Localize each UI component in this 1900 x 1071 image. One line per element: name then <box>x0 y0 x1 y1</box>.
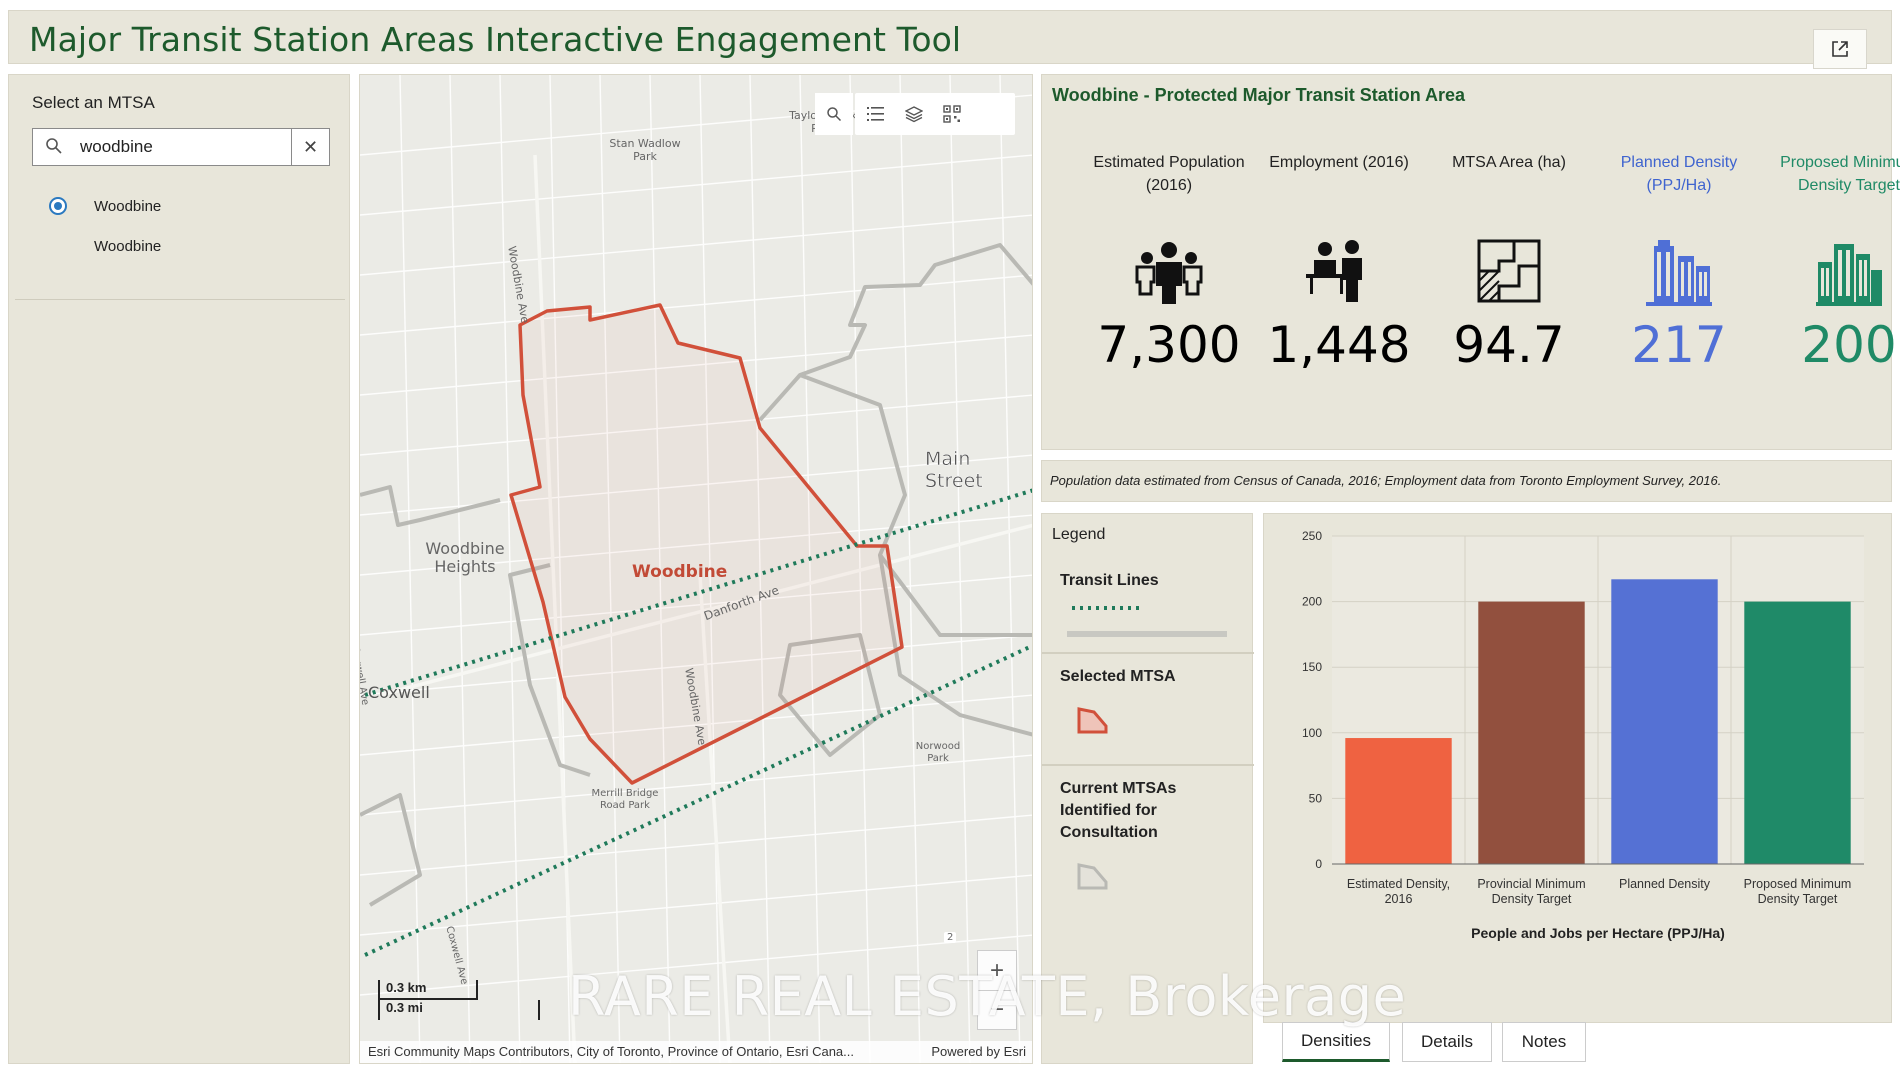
stat-employment: Employment (2016) 1,448 <box>1254 151 1424 374</box>
y-tick-label: 150 <box>1302 660 1322 674</box>
mtsa-summary-panel: Woodbine - Protected Major Transit Stati… <box>1041 74 1900 450</box>
stat-proposed-density-value: 200 <box>1801 316 1897 374</box>
transit-line-symbol <box>1067 606 1227 637</box>
stat-planned-density: Planned Density (PPJ/Ha) 217 <box>1594 151 1764 374</box>
legend-divider <box>1042 764 1254 766</box>
x-tick-label: Estimated Density, 2016 <box>1347 877 1450 906</box>
divider <box>15 299 345 300</box>
result-item-woodbine-2[interactable]: Woodbine <box>94 238 162 255</box>
map-label-merrill-bridge-road-park: Merrill Bridge Road Park <box>591 788 659 811</box>
qr-code-icon <box>943 105 961 123</box>
stat-area: MTSA Area (ha) 94.7 <box>1424 151 1594 374</box>
density-bar-chart: 0 50 100 150 200 250 Estimated Density, 2016 Pro… <box>1302 529 1864 941</box>
brokerage-watermark: RARE REAL ESTATE, Brokerage <box>568 965 1407 1028</box>
legend-panel: Legend Transit Lines Selected MTSA Curre… <box>1041 513 1254 1064</box>
y-tick-label: 50 <box>1309 791 1323 805</box>
y-tick-label: 250 <box>1302 529 1322 543</box>
search-icon <box>827 107 842 122</box>
data-source-note: Population data estimated from Census of… <box>1041 460 1892 502</box>
buildings-icon <box>1594 236 1764 316</box>
external-link-icon <box>1832 41 1848 57</box>
area-icon <box>1424 236 1594 316</box>
stat-employment-value: 1,448 <box>1267 316 1411 374</box>
map-attribution: Esri Community Maps Contributors, City o… <box>360 1041 1032 1063</box>
legend-divider <box>1042 652 1254 654</box>
stat-planned-density-label: Planned Density (PPJ/Ha) <box>1620 154 1738 194</box>
stat-planned-density-value: 217 <box>1631 316 1727 374</box>
map-label-coxwell-station: Coxwell <box>368 683 430 702</box>
density-chart-panel: 0 50 100 150 200 250 Estimated Density, 2016 Pro… <box>1263 513 1892 1023</box>
bar <box>1611 579 1718 864</box>
bar <box>1345 738 1452 864</box>
list-icon <box>867 107 884 121</box>
bar <box>1744 601 1851 864</box>
population-icon <box>1084 236 1254 316</box>
map-toolbar <box>815 93 1015 135</box>
bar <box>1478 601 1585 864</box>
stat-employment-label: Employment (2016) <box>1269 154 1409 171</box>
open-new-window-button[interactable] <box>1813 29 1867 69</box>
mtsa-search-input[interactable]: woodbine ✕ <box>32 128 330 166</box>
tab-details[interactable]: Details <box>1402 1022 1492 1062</box>
map-label-woodbine-selected: Woodbine <box>632 562 728 582</box>
mtsa-heading: Woodbine - Protected Major Transit Stati… <box>1052 85 1466 105</box>
stat-area-value: 94.7 <box>1453 316 1565 374</box>
stat-proposed-density: Proposed Minimum Density Target 200 <box>1764 151 1900 374</box>
stat-population: Estimated Population (2016) 7,300 <box>1084 151 1254 374</box>
stat-area-label: MTSA Area (ha) <box>1452 154 1566 171</box>
scale-mi: 0.3 mi <box>378 1000 540 1020</box>
map-search-button[interactable] <box>815 93 853 135</box>
header-bar: Major Transit Station Areas Interactive … <box>8 10 1892 69</box>
result-item-woodbine-1[interactable]: Woodbine <box>94 198 162 215</box>
y-tick-label: 200 <box>1302 595 1322 609</box>
zoom-out-button[interactable]: − <box>978 990 1016 1029</box>
legend-current-mtsas-label: Current MTSAs Identified for Consultatio… <box>1060 780 1177 841</box>
y-tick-label: 100 <box>1302 726 1322 740</box>
x-tick-label: Planned Density <box>1619 877 1711 891</box>
scale-bar: 0.3 km 0.3 mi <box>378 980 540 1020</box>
stat-proposed-density-label: Proposed Minimum Density Target <box>1780 154 1900 194</box>
tab-densities[interactable]: Densities <box>1282 1022 1390 1062</box>
map-label-main-street: Main Street <box>925 448 983 492</box>
route-shield: 2 <box>944 932 957 943</box>
map-qr-code-button[interactable] <box>933 93 971 135</box>
zoom-control: + − <box>977 950 1017 1030</box>
legend-transit-lines-label: Transit Lines <box>1060 572 1159 589</box>
legend-title: Legend <box>1052 526 1106 543</box>
map-view[interactable]: Taylor Creek Park Stan Wadlow Park Woodb… <box>359 74 1033 1064</box>
selected-mtsa-symbol <box>1077 707 1108 734</box>
map-label-norwood-park: Norwood Park <box>915 741 961 764</box>
x-tick-label: Provincial Minimum Density Target <box>1477 877 1585 906</box>
tab-notes[interactable]: Notes <box>1502 1022 1586 1062</box>
basemap <box>360 75 1032 1063</box>
stat-population-value: 7,300 <box>1097 316 1241 374</box>
x-axis-label: People and Jobs per Hectare (PPJ/Ha) <box>1471 925 1725 941</box>
scale-km: 0.3 km <box>378 980 478 1000</box>
map-label-stan-wadlow-park: Stan Wadlow Park <box>609 137 681 163</box>
mtsa-selector-panel: Select an MTSA woodbine ✕ Woodbine Woodb… <box>8 74 350 1064</box>
attribution-text: Esri Community Maps Contributors, City o… <box>368 1044 854 1059</box>
employment-icon <box>1254 236 1424 316</box>
map-layers-button[interactable] <box>895 93 933 135</box>
stat-population-label: Estimated Population (2016) <box>1093 154 1245 194</box>
layers-icon <box>905 106 923 123</box>
app-title: Major Transit Station Areas Interactive … <box>29 20 962 59</box>
result-radio-selected[interactable] <box>49 197 67 215</box>
map-legend-list-button[interactable] <box>857 93 895 135</box>
y-tick-label: 0 <box>1315 857 1322 871</box>
map-label-woodbine-heights: Woodbine Heights <box>425 539 505 576</box>
search-value[interactable]: woodbine <box>80 137 153 156</box>
select-mtsa-label: Select an MTSA <box>32 93 155 112</box>
current-mtsa-symbol <box>1077 863 1108 890</box>
x-tick-label: Proposed Minimum Density Target <box>1744 877 1852 906</box>
legend-selected-mtsa-label: Selected MTSA <box>1060 668 1176 685</box>
clear-search-button[interactable]: ✕ <box>291 129 329 165</box>
powered-by-esri[interactable]: Powered by Esri <box>931 1044 1026 1059</box>
buildings-icon <box>1764 236 1900 316</box>
search-icon <box>45 137 63 160</box>
zoom-in-button[interactable]: + <box>989 956 1004 984</box>
